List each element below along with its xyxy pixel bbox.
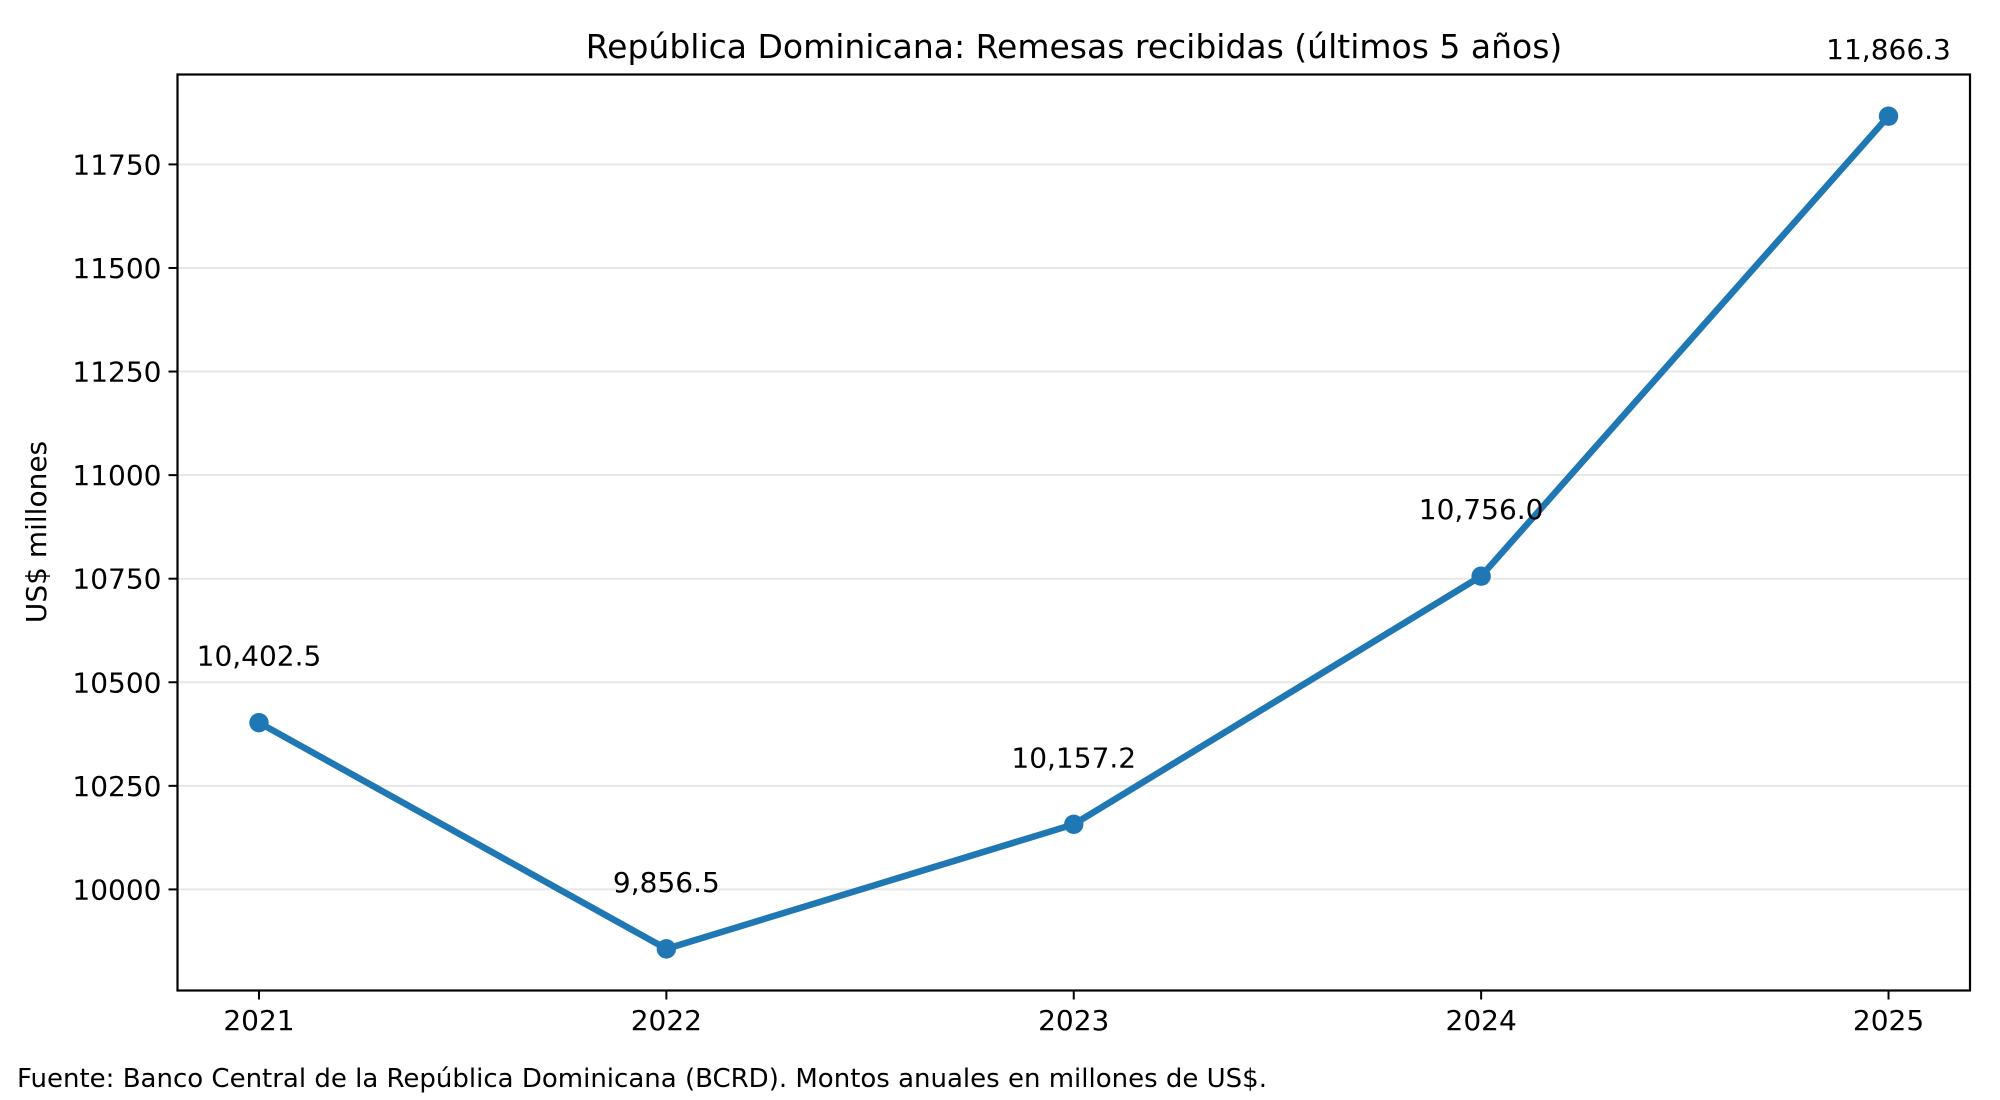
data-point-markers <box>249 106 1899 959</box>
x-tick-label: 2023 <box>1038 1004 1109 1037</box>
point-value-label: 10,756.0 <box>1419 493 1544 526</box>
y-tick-label: 10000 <box>72 873 161 906</box>
point-value-label: 10,157.2 <box>1011 741 1136 774</box>
data-point-marker <box>656 939 677 959</box>
x-tick-label: 2025 <box>1853 1004 1924 1037</box>
gridlines-group <box>177 163 1970 891</box>
y-tick-label: 10250 <box>72 770 161 803</box>
x-axis-ticks: 2021 2022 2023 2024 2025 <box>223 990 1924 1037</box>
data-point-marker <box>1064 814 1084 834</box>
point-value-label: 9,856.5 <box>613 866 720 899</box>
source-note: Fuente: Banco Central de la República Do… <box>17 1064 1267 1094</box>
y-tick-label: 11000 <box>72 459 161 492</box>
y-tick-label: 10500 <box>72 666 161 699</box>
point-value-label: 10,402.5 <box>197 640 322 673</box>
y-tick-label: 11750 <box>72 148 161 181</box>
data-point-marker <box>249 712 269 733</box>
chart-title: República Dominicana: Remesas recibidas … <box>586 27 1563 66</box>
point-value-label: 11,866.3 <box>1826 33 1951 66</box>
y-tick-label: 11500 <box>72 252 161 285</box>
x-tick-label: 2021 <box>223 1004 294 1037</box>
y-tick-label: 11250 <box>72 356 161 389</box>
point-value-annotations: 10,402.5 9,856.5 10,157.2 10,756.0 11,866.3 <box>197 33 1951 899</box>
y-axis-title: US$ millones <box>20 441 53 623</box>
y-axis-ticks: 10000 10250 10500 10750 11000 11250 11500 11750 <box>72 148 178 906</box>
data-point-marker <box>1471 566 1491 586</box>
x-tick-label: 2022 <box>631 1004 702 1037</box>
x-tick-label: 2024 <box>1446 1004 1517 1037</box>
y-tick-label: 10750 <box>72 563 161 596</box>
data-point-marker <box>1878 106 1899 126</box>
plot-border <box>176 73 1972 992</box>
